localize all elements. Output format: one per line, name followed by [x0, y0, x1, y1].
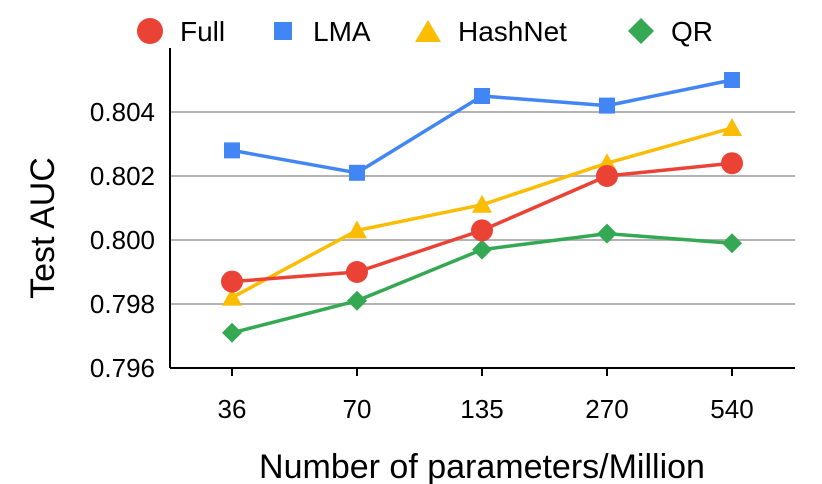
legend-item-lma: LMA	[274, 16, 371, 47]
legend-label-full: Full	[180, 16, 225, 47]
x-tick-label: 70	[343, 394, 372, 424]
x-tick-label: 135	[460, 394, 503, 424]
x-tick-label: 540	[710, 394, 753, 424]
y-tick-label: 0.796	[90, 353, 155, 383]
y-tick-label: 0.798	[90, 289, 155, 319]
data-point-qr	[597, 223, 617, 244]
data-point-qr	[347, 290, 367, 311]
y-axis-title: Test AUC	[24, 157, 62, 299]
data-point-hashnet	[222, 287, 242, 306]
data-point-lma	[599, 97, 615, 114]
legend-item-full: Full	[137, 16, 225, 47]
data-point-hashnet	[347, 220, 367, 239]
x-tick-label: 36	[218, 394, 247, 424]
data-point-qr	[222, 322, 242, 343]
data-point-hashnet	[472, 194, 492, 213]
legend-label-qr: QR	[671, 16, 713, 47]
series-full	[221, 152, 743, 293]
data-point-lma	[724, 72, 740, 88]
legend-marker-hashnet	[415, 20, 441, 42]
legend: Full LMA HashNet QR	[137, 16, 713, 47]
data-point-full	[596, 165, 618, 187]
data-point-lma	[349, 164, 365, 181]
x-axis-title: Number of parameters/Million	[259, 448, 705, 484]
legend-marker-full	[137, 18, 163, 44]
data-point-full	[721, 152, 743, 175]
data-point-hashnet	[722, 118, 742, 136]
legend-item-hashnet: HashNet	[415, 16, 567, 47]
legend-marker-qr	[628, 18, 654, 44]
data-series	[221, 72, 743, 343]
legend-label-lma: LMA	[313, 16, 371, 47]
data-point-qr	[722, 233, 742, 254]
series-qr	[222, 223, 742, 343]
y-tick-label: 0.804	[90, 97, 155, 127]
data-point-full	[471, 219, 493, 242]
data-point-lma	[474, 88, 490, 104]
data-point-lma	[224, 142, 240, 159]
legend-item-qr: QR	[628, 16, 713, 47]
y-tick-labels: 0.796 0.798 0.800 0.802 0.804	[90, 97, 155, 383]
series-lma	[224, 72, 740, 181]
x-tick-label: 270	[585, 394, 628, 424]
legend-label-hashnet: HashNet	[458, 16, 567, 47]
y-tick-label: 0.800	[90, 225, 155, 255]
y-tick-label: 0.802	[90, 161, 155, 191]
data-point-full	[346, 261, 368, 283]
series-hashnet	[222, 118, 742, 306]
x-tick-labels: 36 70 135 270 540	[218, 368, 754, 424]
legend-marker-lma	[274, 22, 292, 40]
data-point-qr	[472, 239, 492, 260]
data-point-full	[221, 270, 243, 293]
